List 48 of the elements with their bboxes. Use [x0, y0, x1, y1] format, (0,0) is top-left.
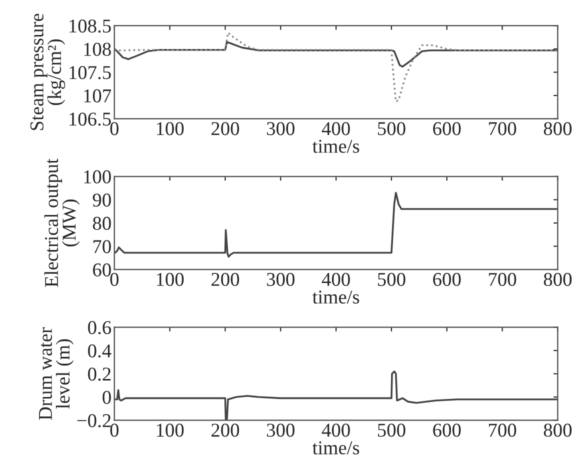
y-tick-label: 108.5 — [70, 20, 111, 33]
x-tick-label: 100 — [156, 272, 184, 286]
x-tick-label: 300 — [266, 122, 294, 136]
x-tick-label: 500 — [378, 122, 406, 136]
x-tick-label: 400 — [322, 272, 350, 286]
x-axis-title: time/s — [312, 290, 360, 304]
x-tick-label: 700 — [488, 272, 516, 286]
x-tick-label: 800 — [544, 424, 572, 437]
line-series — [114, 32, 558, 102]
x-tick-label: 600 — [433, 122, 461, 136]
x-tick-label: 200 — [211, 424, 240, 437]
y-tick-label: 80 — [92, 216, 111, 230]
x-tick-label: 100 — [156, 122, 184, 136]
x-tick-label: 300 — [266, 424, 294, 437]
y-tick-label: 108 — [84, 42, 111, 56]
x-tick-label: 300 — [266, 272, 294, 286]
x-tick-label: 600 — [433, 272, 461, 286]
y-axis-title: Steam pressure (kg/cm²) — [30, 14, 66, 130]
x-axis-title: time/s — [312, 140, 360, 153]
y-tick-label: 106.5 — [70, 112, 111, 126]
y-tick-label: 107.5 — [70, 66, 111, 80]
y-tick-label: 0 — [102, 390, 111, 404]
y-tick-label: 0.4 — [88, 344, 112, 358]
x-tick-label: 200 — [211, 272, 240, 286]
x-tick-label: 100 — [156, 424, 184, 437]
y-tick-label: 0.6 — [88, 321, 112, 334]
x-tick-label: 200 — [211, 122, 240, 136]
x-tick-label: 400 — [322, 122, 350, 136]
y-tick-label: 100 — [84, 170, 111, 184]
x-axis-title: time/s — [312, 441, 360, 454]
y-tick-label: 70 — [93, 240, 111, 254]
y-tick-label: 90 — [92, 194, 111, 207]
x-tick-label: 700 — [488, 424, 516, 437]
x-tick-label: 500 — [378, 424, 406, 437]
x-tick-label: 800 — [544, 272, 572, 286]
line-series — [114, 192, 558, 258]
x-tick-label: 400 — [322, 424, 350, 437]
line-series — [114, 41, 558, 68]
y-tick-label: 107 — [84, 89, 112, 102]
y-tick-label: −0.2 — [77, 414, 111, 428]
y-axis-title: Drum water level (m) — [39, 327, 74, 420]
y-tick-label: 0.2 — [88, 368, 111, 381]
x-tick-label: 700 — [488, 122, 516, 136]
y-tick-label: 60 — [93, 263, 111, 276]
x-tick-label: 500 — [378, 272, 406, 286]
y-axis-title: Electrical output (MW) — [44, 158, 80, 287]
x-tick-label: 600 — [433, 424, 461, 437]
x-tick-label: 800 — [544, 122, 572, 136]
